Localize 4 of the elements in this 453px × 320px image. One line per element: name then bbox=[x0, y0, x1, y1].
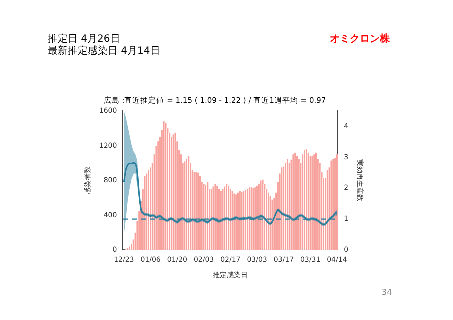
text: オミクロン株 bbox=[330, 32, 390, 46]
text: 推定日 4月26日 bbox=[48, 32, 120, 46]
text: 最新推定感染日 4月14日 bbox=[48, 44, 160, 58]
text: 34 bbox=[382, 288, 392, 297]
